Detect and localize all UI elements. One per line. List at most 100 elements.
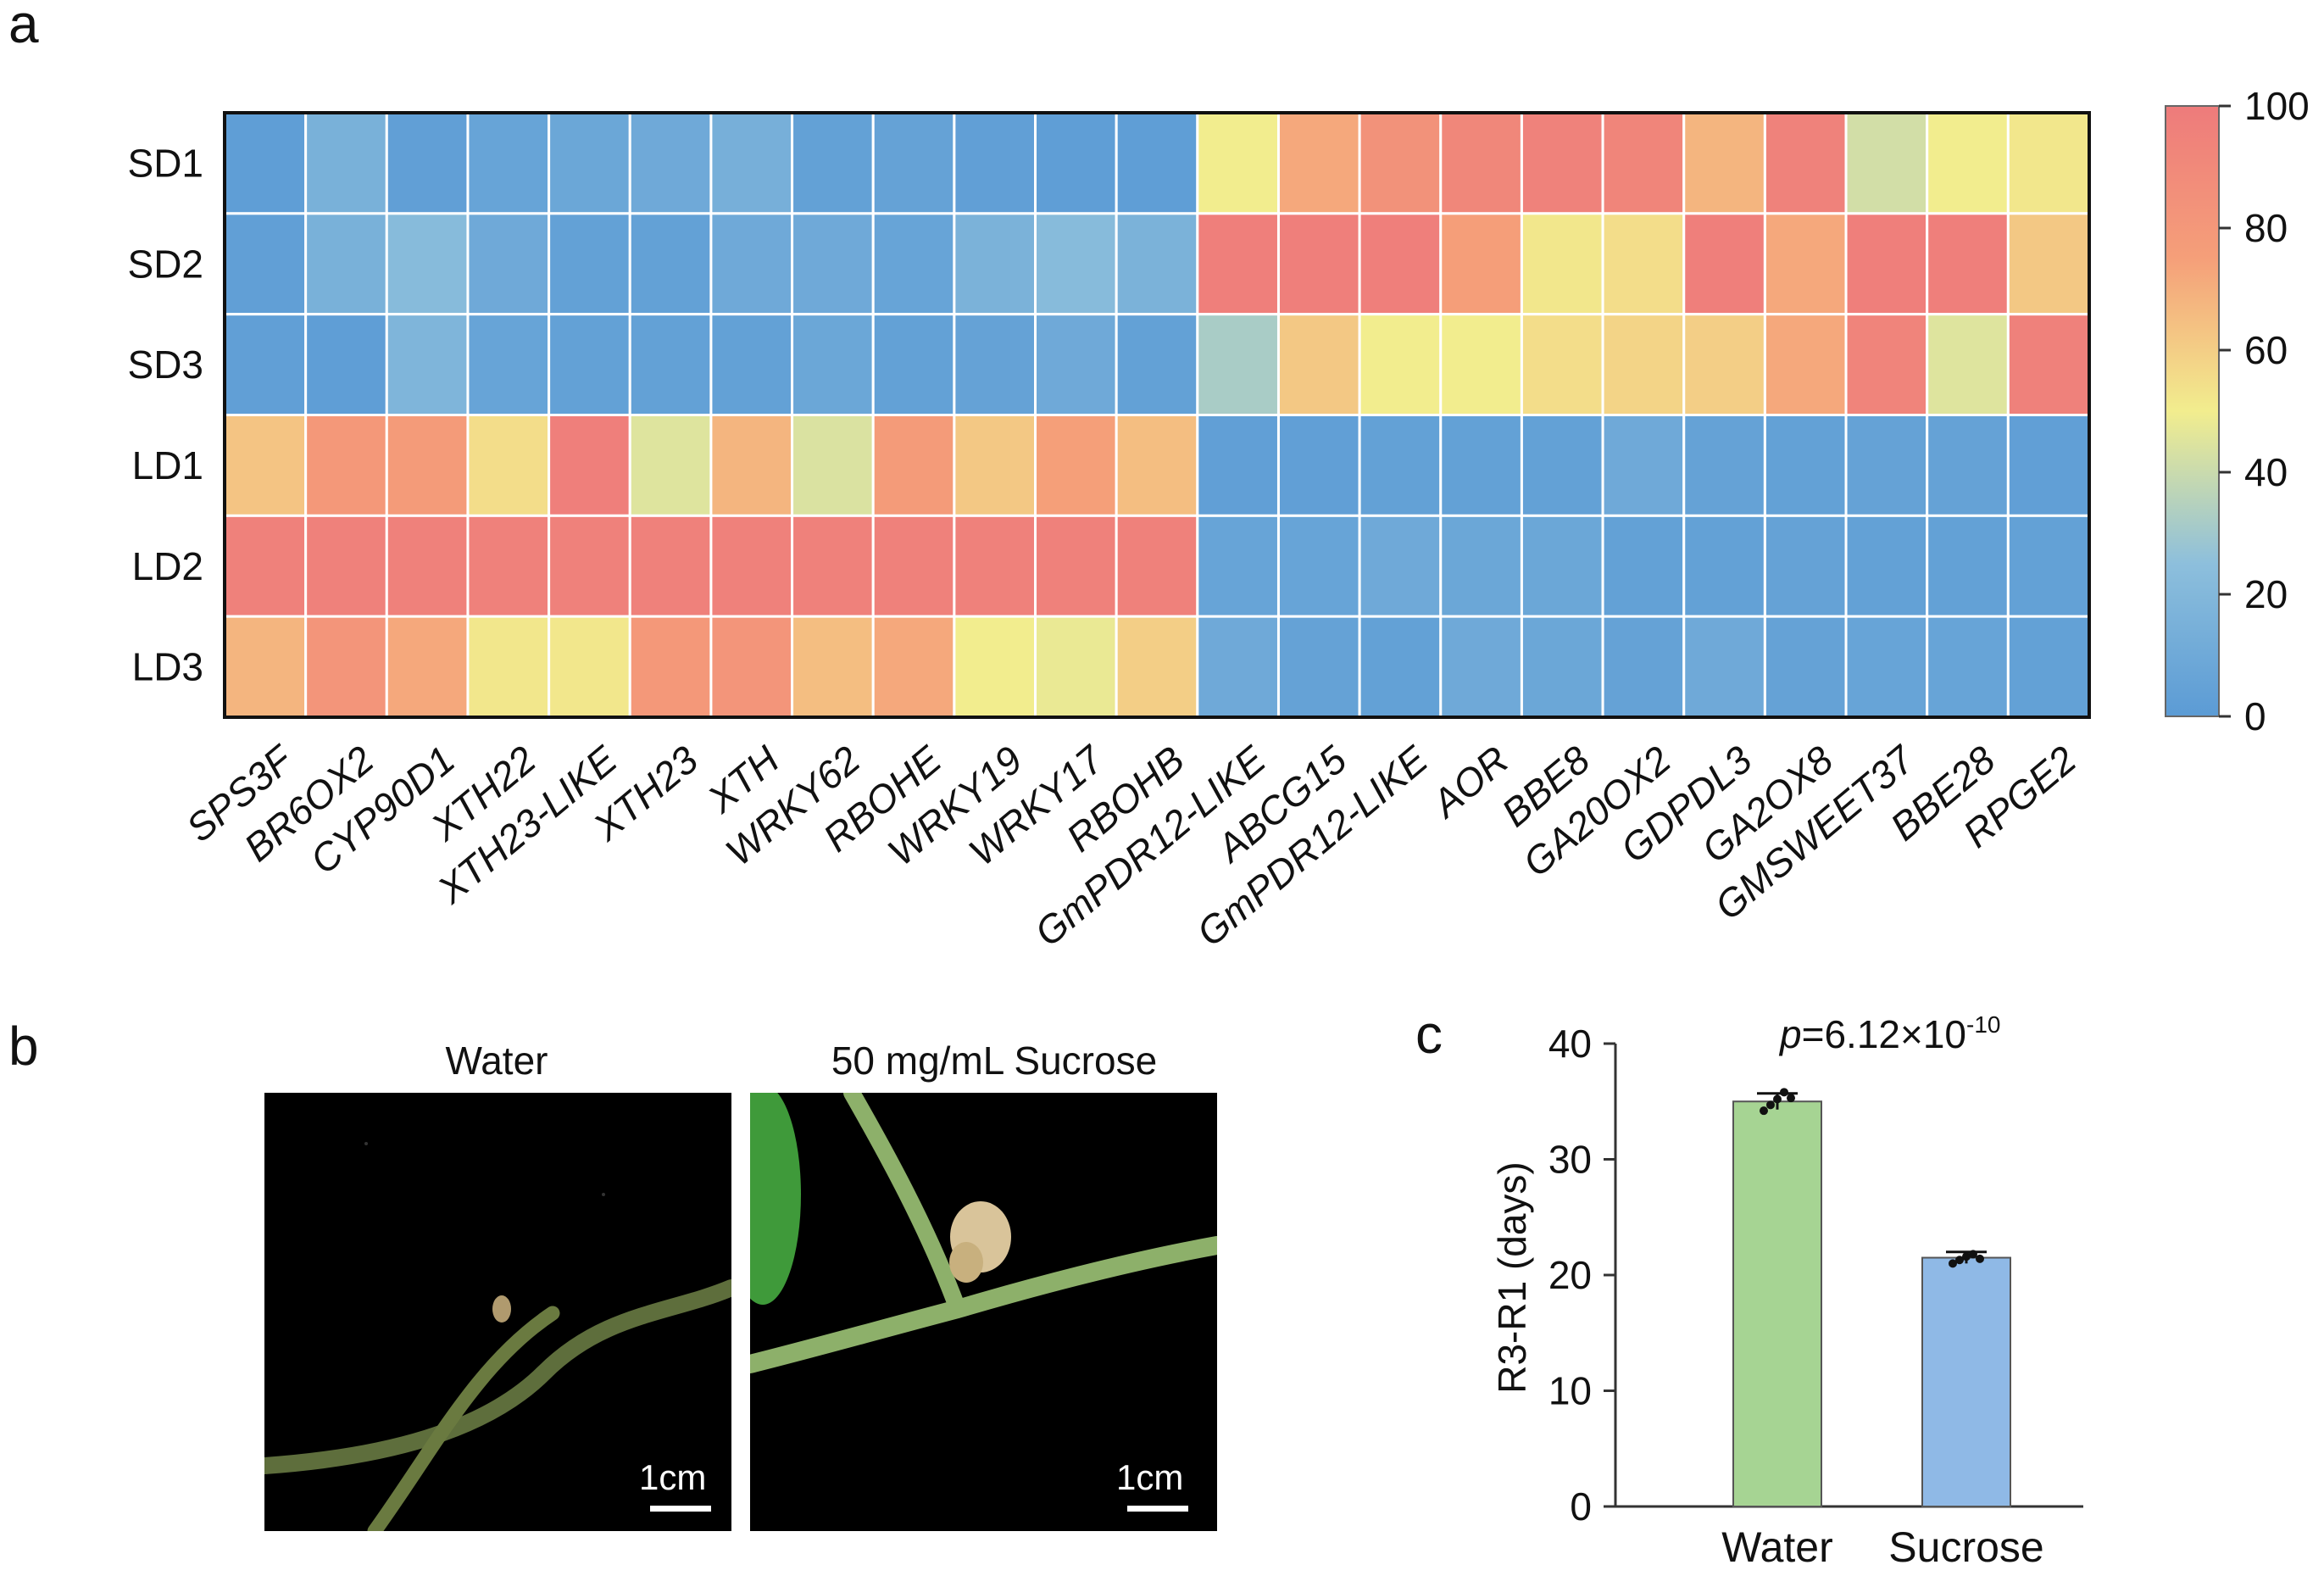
- heatmap-cell: [1844, 111, 1929, 215]
- heatmap-cell: [1358, 313, 1443, 416]
- y-tick-label: 20: [1548, 1253, 1592, 1297]
- heatmap-cell: [953, 212, 1037, 316]
- heatmap-cell: [2006, 212, 2091, 316]
- data-point: [1949, 1259, 1957, 1268]
- heatmap-cell: [304, 313, 388, 416]
- heatmap-cell: [2006, 313, 2091, 416]
- heatmap-cell: [385, 212, 470, 316]
- heatmap-cell: [1844, 414, 1929, 517]
- heatmap-cell: [1276, 514, 1361, 618]
- heatmap-cell: [1520, 615, 1604, 719]
- heatmap-cell: [466, 212, 551, 316]
- heatmap-cell: [1601, 111, 1686, 215]
- heatmap-cell: [548, 313, 631, 416]
- heatmap-cell: [1276, 313, 1361, 416]
- x-tick-label: Water: [1721, 1523, 1833, 1571]
- heatmap-cell: [1682, 111, 1766, 215]
- heatmap-cell: [1439, 313, 1523, 416]
- heatmap-cell: [1601, 313, 1686, 416]
- heatmap-cell: [385, 514, 470, 618]
- heatmap-cell: [1358, 615, 1443, 719]
- heatmap-cell: [871, 615, 956, 719]
- heatmap-cell: [223, 313, 308, 416]
- heatmap-row-label: SD1: [128, 141, 203, 185]
- panel-label-b: b: [8, 1016, 39, 1077]
- colorbar-tick-label: 0: [2244, 694, 2266, 738]
- heatmap-cell: [1115, 212, 1199, 316]
- heatmap-cell: [1926, 111, 2010, 215]
- heatmap-cell: [1358, 111, 1443, 215]
- heatmap-cell: [791, 615, 875, 719]
- heatmap-cell: [304, 212, 388, 316]
- heatmap-cell: [1520, 313, 1604, 416]
- heatmap-cell: [709, 111, 794, 215]
- bar: [1732, 1100, 1822, 1507]
- p-symbol: p: [1778, 1012, 1802, 1056]
- heatmap-cell: [1439, 414, 1523, 517]
- panel-label-a: a: [8, 0, 39, 54]
- heatmap-cell: [1601, 514, 1686, 618]
- heatmap-cell: [1196, 212, 1280, 316]
- heatmap-cell: [871, 313, 956, 416]
- heatmap-cell: [2006, 414, 2091, 517]
- heatmap-cell: [2006, 111, 2091, 215]
- heatmap-cell: [223, 212, 308, 316]
- heatmap-cell: [1601, 414, 1686, 517]
- data-point: [1780, 1088, 1788, 1097]
- colorbar-tick-label: 60: [2244, 328, 2288, 372]
- heatmap-cell: [953, 313, 1037, 416]
- y-tick-label: 10: [1548, 1369, 1592, 1413]
- heatmap-cell: [385, 615, 470, 719]
- colorbar-tick-label: 20: [2244, 572, 2288, 616]
- heatmap-cell: [871, 414, 956, 517]
- heatmap-cell: [1682, 514, 1766, 618]
- heatmap-cell: [628, 212, 713, 316]
- heatmap-cell: [548, 414, 631, 517]
- p-value-annotation: p=6.12×10-10: [1778, 1011, 2000, 1056]
- y-tick-label: 30: [1548, 1138, 1592, 1182]
- heatmap-cell: [385, 111, 470, 215]
- colorbar-tick-label: 100: [2244, 84, 2310, 128]
- photo-water-treatment: 1cm: [264, 1093, 731, 1531]
- data-point: [1766, 1100, 1775, 1110]
- heatmap-cell: [1276, 111, 1361, 215]
- heatmap-cell: [466, 111, 551, 215]
- heatmap-cell: [1520, 111, 1604, 215]
- data-point: [1760, 1106, 1768, 1116]
- heatmap-frame: [223, 111, 2091, 719]
- heatmap-cell: [1926, 414, 2010, 517]
- heatmap-cell: [1520, 514, 1604, 618]
- heatmap-cell: [1276, 212, 1361, 316]
- heatmap-cell: [1844, 313, 1929, 416]
- heatmap-cell: [1034, 514, 1118, 618]
- data-point: [1955, 1256, 1964, 1265]
- heatmap-cell: [223, 615, 308, 719]
- heatmap-cell: [628, 111, 713, 215]
- data-point: [1787, 1094, 1795, 1103]
- heatmap-cell: [953, 111, 1037, 215]
- heatmap-cell: [1682, 615, 1766, 719]
- heatmap-cell: [1439, 514, 1523, 618]
- bar: [1921, 1256, 2011, 1508]
- heatmap-cell: [548, 514, 631, 618]
- colorbar-tick-label: 40: [2244, 450, 2288, 494]
- heatmap-row-label: SD2: [128, 242, 203, 286]
- heatmap-cell: [1682, 414, 1766, 517]
- heatmap-cell: [385, 313, 470, 416]
- heatmap-cell: [628, 313, 713, 416]
- heatmap-row-label: LD2: [132, 544, 203, 588]
- heatmap-cell: [628, 414, 713, 517]
- heatmap-cell: [223, 111, 308, 215]
- heatmap-cell: [466, 414, 551, 517]
- data-point: [1962, 1252, 1971, 1261]
- heatmap-cell: [1115, 313, 1199, 416]
- heatmap-cell: [304, 111, 388, 215]
- heatmap-cell: [1601, 615, 1686, 719]
- heatmap-cell: [223, 514, 308, 618]
- heatmap-cell: [871, 111, 956, 215]
- heatmap-cell: [1034, 414, 1118, 517]
- heatmap-cell: [466, 313, 551, 416]
- data-point: [1976, 1254, 1984, 1263]
